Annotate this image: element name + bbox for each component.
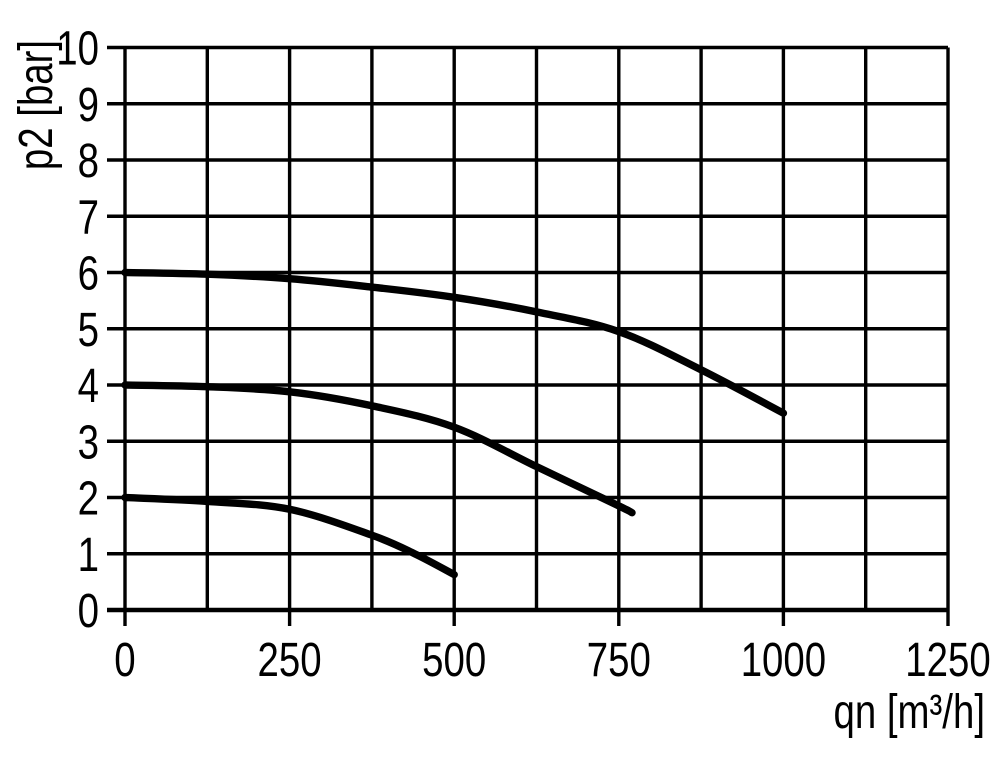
x-tick-label-750: 750 <box>587 634 651 687</box>
curve-inlet-pressure-4-bar <box>121 381 636 517</box>
chart-curves <box>121 268 788 579</box>
y-tick-label-1: 1 <box>78 529 99 582</box>
chart-grid <box>107 45 950 626</box>
y-tick-label-10: 10 <box>56 23 99 76</box>
y-tick-label-0: 0 <box>78 585 99 638</box>
x-tick-label-1250: 1250 <box>905 634 990 687</box>
y-tick-label-4: 4 <box>78 360 99 413</box>
x-tick-label-0: 0 <box>114 634 135 687</box>
curve-inlet-pressure-6-bar <box>121 268 788 417</box>
y-tick-label-5: 5 <box>78 304 99 357</box>
x-tick-label-1000: 1000 <box>741 634 826 687</box>
x-tick-label-500: 500 <box>422 634 486 687</box>
curve-inlet-pressure-2-bar <box>121 493 458 579</box>
y-tick-label-8: 8 <box>78 135 99 188</box>
y-tick-label-6: 6 <box>78 248 99 301</box>
y-tick-label-2: 2 <box>78 473 99 526</box>
y-tick-label-3: 3 <box>78 416 99 469</box>
y-tick-label-7: 7 <box>78 191 99 244</box>
y-axis-label: p2 [bar] <box>10 40 63 170</box>
x-axis-label: qn [m³/h] <box>834 686 986 739</box>
y-tick-label-9: 9 <box>78 79 99 132</box>
x-tick-label-250: 250 <box>258 634 322 687</box>
